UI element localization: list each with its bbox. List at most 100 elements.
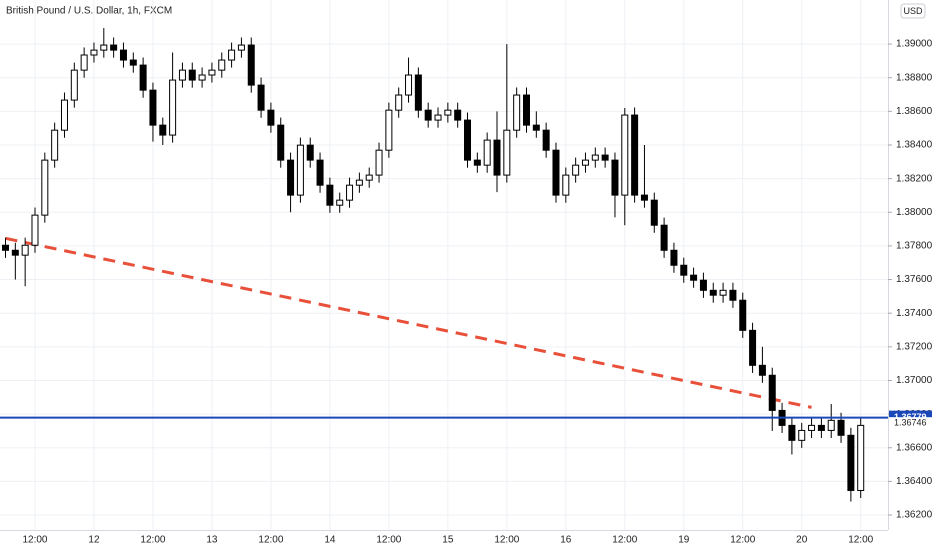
candle-body — [60, 99, 68, 131]
candle-body — [483, 139, 491, 166]
candle-body — [21, 244, 29, 256]
last-price-tag — [889, 417, 932, 430]
candle-body — [80, 54, 88, 71]
last-price-label: 1.36746 — [894, 418, 927, 428]
candle-body — [749, 329, 757, 366]
x-tick-label: 19 — [678, 535, 690, 546]
currency-badge[interactable] — [900, 3, 926, 19]
candle-body — [149, 89, 157, 126]
y-tick-label: 1.37400 — [896, 308, 932, 319]
candle-body — [729, 289, 737, 301]
candle-body — [198, 74, 206, 81]
candle-body — [522, 94, 530, 126]
y-tick-label: 1.36600 — [896, 442, 932, 453]
candle-body — [798, 429, 806, 441]
y-tick-label: 1.37200 — [896, 341, 932, 352]
candle-body — [719, 289, 727, 296]
candle-body — [2, 244, 9, 251]
x-tick-label: 12:00 — [22, 535, 47, 546]
candle-body — [601, 154, 609, 161]
y-tick-label: 1.38600 — [896, 106, 932, 117]
y-tick-label: 1.39000 — [896, 39, 932, 50]
candle-body — [817, 424, 825, 431]
y-tick-label: 1.38200 — [896, 173, 932, 184]
candle-body — [316, 159, 324, 186]
chart-title: British Pound / U.S. Dollar, 1h, FXCM — [6, 6, 172, 17]
candle-body — [758, 364, 766, 376]
x-tick-label: 12:00 — [848, 535, 873, 546]
candle-body — [464, 119, 472, 161]
candle-body — [414, 74, 422, 111]
candle-body — [129, 59, 137, 66]
candle-body — [788, 424, 796, 441]
x-tick-label: 15 — [442, 535, 454, 546]
candle-body — [41, 159, 49, 216]
candle-body — [257, 84, 265, 111]
candle-body — [375, 149, 383, 176]
x-tick-label: 12:00 — [258, 535, 283, 546]
candle-body — [837, 419, 845, 436]
currency-label: USD — [903, 6, 923, 16]
candle-body — [228, 49, 236, 61]
candle-body — [808, 424, 816, 431]
candle-body — [287, 159, 295, 196]
trendline — [5, 236, 812, 409]
candle-body — [208, 69, 216, 76]
x-tick-label: 12 — [88, 535, 100, 546]
candle-body — [11, 249, 19, 256]
candle-body — [650, 199, 658, 226]
candle-body — [768, 374, 776, 411]
candle-body — [660, 224, 668, 251]
candle-body — [739, 299, 747, 331]
x-tick-label: 12:00 — [730, 535, 755, 546]
candle-body — [847, 434, 855, 491]
candle-body — [346, 184, 354, 201]
x-tick-label: 16 — [560, 535, 572, 546]
x-tick-label: 14 — [324, 535, 336, 546]
candle-body — [159, 124, 167, 136]
x-tick-label: 13 — [206, 535, 218, 546]
candle-body — [581, 159, 589, 166]
candle-body — [503, 129, 511, 176]
candle-body — [51, 129, 59, 161]
candle-body — [90, 49, 98, 56]
candle-body — [473, 159, 481, 166]
y-tick-label: 1.36200 — [896, 510, 932, 521]
y-tick-label: 1.38000 — [896, 207, 932, 218]
candle-body — [493, 139, 501, 176]
candle-body — [100, 44, 108, 51]
candle-body — [277, 124, 285, 161]
y-tick-label: 1.37600 — [896, 274, 932, 285]
candle-body — [680, 264, 688, 276]
y-tick-label: 1.38400 — [896, 140, 932, 151]
candle-body — [139, 64, 147, 91]
candle-body — [631, 114, 639, 196]
candle-body — [355, 179, 363, 186]
candle-body — [434, 114, 442, 121]
y-tick-label: 1.37800 — [896, 241, 932, 252]
x-tick-label: 12:00 — [494, 535, 519, 546]
candle-body — [237, 44, 245, 51]
candle-body — [188, 69, 196, 81]
candle-body — [699, 279, 707, 291]
candle-body — [552, 149, 560, 196]
candle-body — [542, 129, 550, 151]
candle-body — [454, 109, 462, 121]
horizontal-line-label: 1.36779 — [894, 412, 927, 422]
candle-body — [827, 419, 835, 431]
x-tick-label: 12:00 — [376, 535, 401, 546]
candle-body — [513, 94, 521, 131]
candle-body — [169, 79, 177, 136]
candle-body — [709, 289, 717, 296]
candle-body — [562, 174, 570, 196]
candle-body — [110, 44, 118, 51]
candle-body — [267, 109, 275, 126]
candle-body — [572, 164, 580, 176]
candle-body — [532, 124, 540, 131]
candle-body — [326, 184, 334, 206]
candle-body — [385, 109, 393, 151]
candle-body — [336, 199, 344, 206]
candle-body — [690, 274, 698, 281]
